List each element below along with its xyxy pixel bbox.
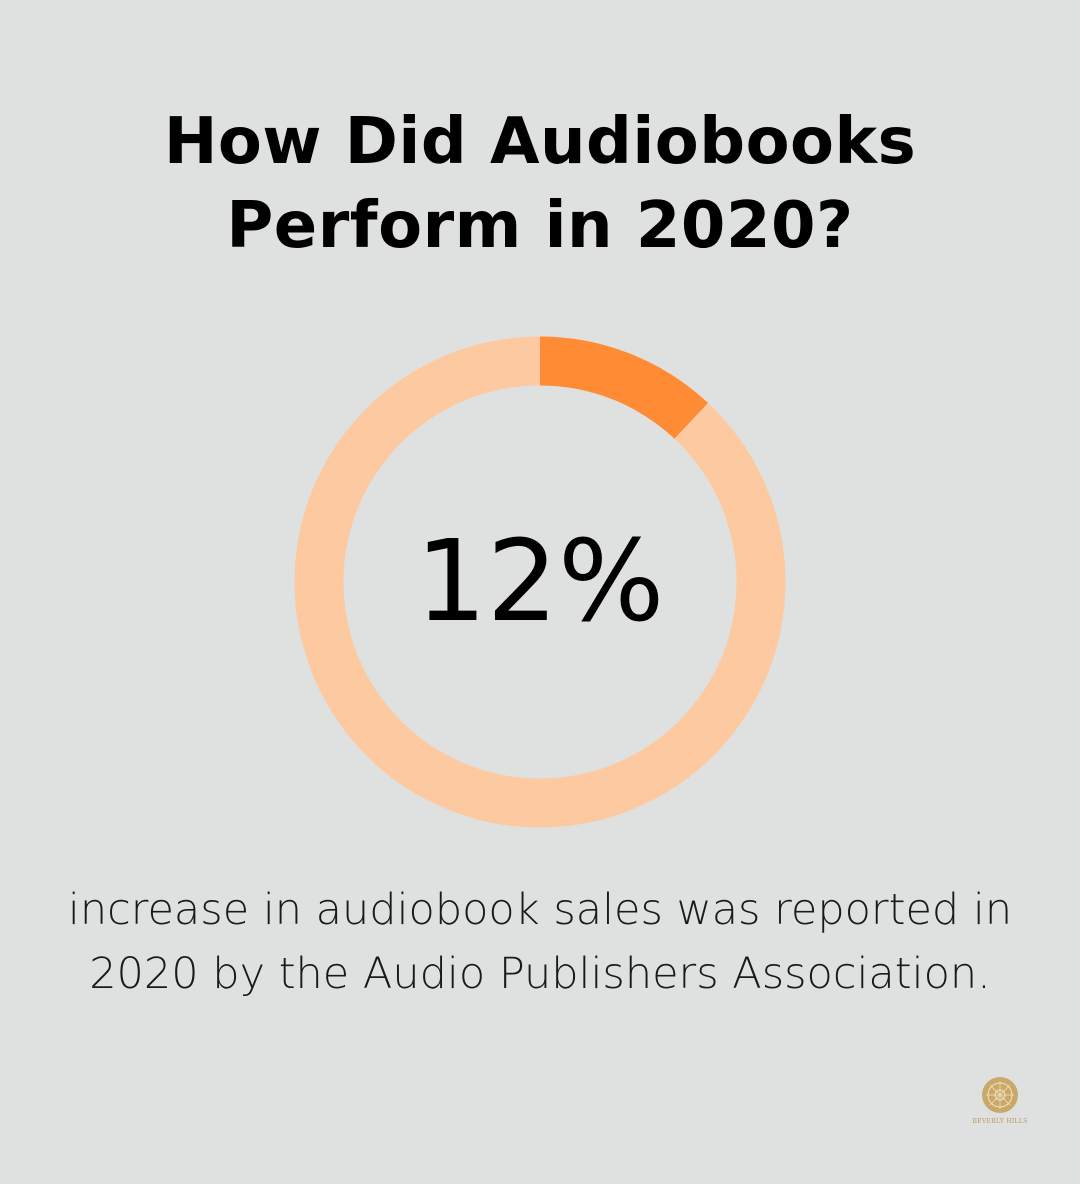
page-title: How Did Audiobooks Perform in 2020? [0, 100, 1080, 268]
slice-highlight [539, 336, 709, 440]
title-line-1: How Did Audiobooks [163, 105, 917, 179]
donut-chart [294, 336, 786, 828]
logo-text: BEVERLY HILLS [972, 1118, 1028, 1125]
slice-remainder [294, 336, 786, 828]
center-label: 12% [415, 517, 665, 647]
logo: BEVERLY HILLS [970, 1076, 1030, 1125]
title-line-2: Perform in 2020? [226, 189, 854, 263]
caption: increase in audiobook sales was reported… [40, 878, 1040, 1006]
caption-line-2: 2020 by the Audio Publishers Association… [89, 949, 991, 999]
caption-line-1: increase in audiobook sales was reported… [67, 885, 1013, 935]
logo-emblem-icon [982, 1077, 1018, 1113]
